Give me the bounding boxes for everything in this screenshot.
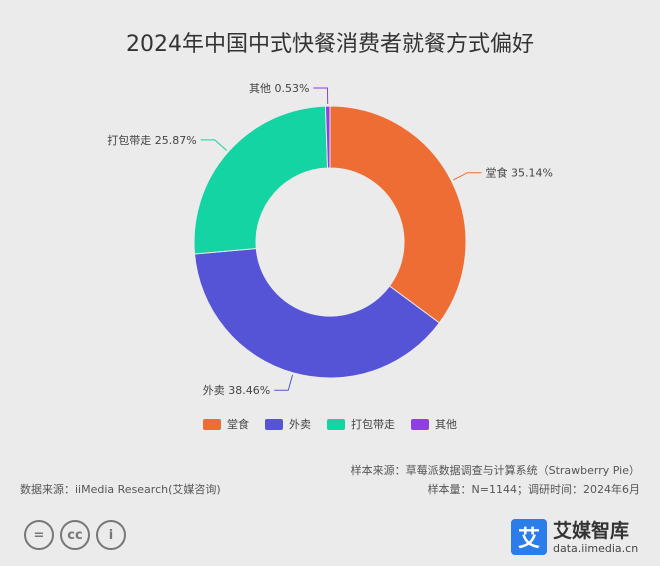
legend-item-other[interactable]: 其他 — [411, 416, 457, 432]
chart-title: 2024年中国中式快餐消费者就餐方式偏好 — [126, 32, 534, 57]
legend-label: 堂食 — [227, 418, 249, 431]
legend-item-takeaway[interactable]: 打包带走 — [327, 416, 395, 432]
brand-name: 艾媒智库 — [553, 519, 630, 542]
data-label-delivery: 外卖 38.46% — [203, 384, 270, 397]
data-label-takeaway: 打包带走 25.87% — [107, 133, 196, 147]
data-source: 数据来源：iiMedia Research(艾媒咨询) — [20, 483, 221, 496]
sample-source: 样本来源：草莓派数据调查与计算系统（Strawberry Pie） — [350, 464, 640, 477]
legend-label: 打包带走 — [351, 418, 395, 431]
license-icons: = cc i — [24, 520, 126, 550]
donut-slice-takeaway[interactable] — [193, 105, 329, 255]
no-derivatives-icon: = — [24, 520, 54, 550]
donut-slice-dine-in[interactable] — [329, 105, 467, 324]
leader-line-dine-in — [453, 172, 482, 181]
brand-logo-icon: 艾 — [511, 519, 547, 555]
data-label-dine-in: 堂食 35.14% — [486, 166, 553, 180]
legend-item-dine-in[interactable]: 堂食 — [203, 416, 249, 432]
leader-line-takeaway — [200, 139, 228, 151]
legend-swatch — [203, 418, 221, 430]
legend-swatch — [327, 418, 345, 430]
legend-swatch — [265, 418, 283, 430]
chart-legend: 堂食 外卖 打包带走 其他 — [0, 416, 660, 432]
data-label-other: 其他 0.53% — [249, 82, 309, 95]
legend-label: 其他 — [435, 418, 457, 431]
attribution-icon: i — [96, 520, 126, 550]
leader-line-other — [313, 87, 329, 105]
brand-logo: 艾 艾媒智库 data.iimedia.cn — [511, 519, 638, 555]
leader-line-delivery — [274, 374, 294, 391]
legend-label: 外卖 — [289, 418, 311, 431]
creative-commons-icon: cc — [60, 520, 90, 550]
legend-swatch — [411, 418, 429, 430]
brand-url: data.iimedia.cn — [553, 541, 639, 555]
sample-info: 样本量：N=1144；调研时间：2024年6月 — [427, 483, 640, 496]
donut-slice-delivery[interactable] — [193, 247, 441, 379]
legend-item-delivery[interactable]: 外卖 — [265, 416, 311, 432]
donut-slice-other[interactable] — [324, 105, 331, 169]
donut-chart: 堂食 35.14% 外卖 38.46% 打包带走 25.87% 其他 0.53% — [107, 82, 553, 397]
